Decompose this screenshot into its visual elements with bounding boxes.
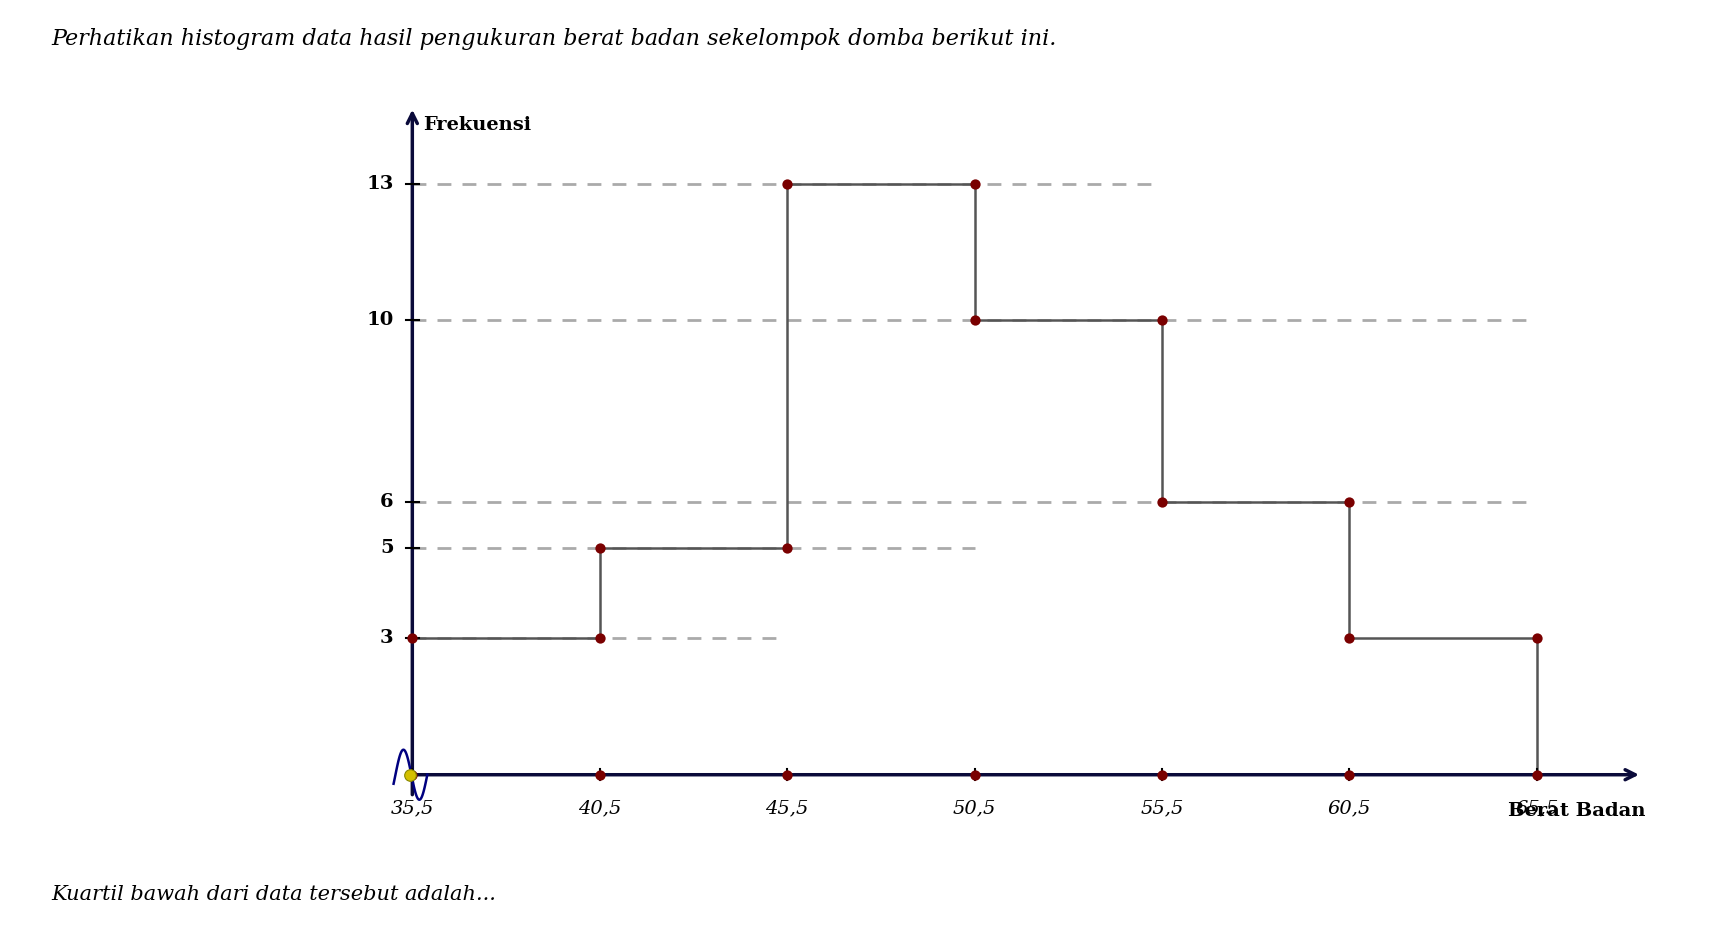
Point — [773, 177, 801, 192]
Point — [960, 767, 988, 782]
Text: 3: 3 — [380, 629, 393, 648]
Point — [1148, 767, 1175, 782]
Text: 60,5: 60,5 — [1328, 800, 1371, 817]
Text: 6: 6 — [380, 493, 393, 511]
Text: 5: 5 — [380, 539, 393, 556]
Text: 40,5: 40,5 — [577, 800, 622, 817]
Text: 35,5: 35,5 — [390, 800, 435, 817]
Point — [397, 767, 424, 782]
Point — [960, 313, 988, 328]
Point — [399, 767, 426, 782]
Text: 50,5: 50,5 — [953, 800, 996, 817]
Point — [1335, 495, 1362, 510]
Point — [399, 631, 426, 646]
Text: Perhatikan histogram data hasil pengukuran berat badan sekelompok domba berikut : Perhatikan histogram data hasil pengukur… — [52, 28, 1057, 50]
Point — [1524, 767, 1551, 782]
Point — [586, 541, 613, 555]
Text: 65,5: 65,5 — [1515, 800, 1558, 817]
Text: 13: 13 — [366, 175, 393, 193]
Text: 55,5: 55,5 — [1141, 800, 1184, 817]
Point — [773, 767, 801, 782]
Point — [773, 541, 801, 555]
Text: Kuartil bawah dari data tersebut adalah...: Kuartil bawah dari data tersebut adalah.… — [52, 885, 497, 904]
Point — [1148, 495, 1175, 510]
Point — [1524, 631, 1551, 646]
Text: Berat Badan: Berat Badan — [1508, 802, 1646, 820]
Point — [1335, 631, 1362, 646]
Text: 45,5: 45,5 — [766, 800, 809, 817]
Text: Frekuensi: Frekuensi — [424, 116, 531, 134]
Point — [586, 767, 613, 782]
Point — [1148, 313, 1175, 328]
Point — [960, 177, 988, 192]
Point — [1335, 767, 1362, 782]
Text: 10: 10 — [366, 311, 393, 329]
Point — [586, 631, 613, 646]
